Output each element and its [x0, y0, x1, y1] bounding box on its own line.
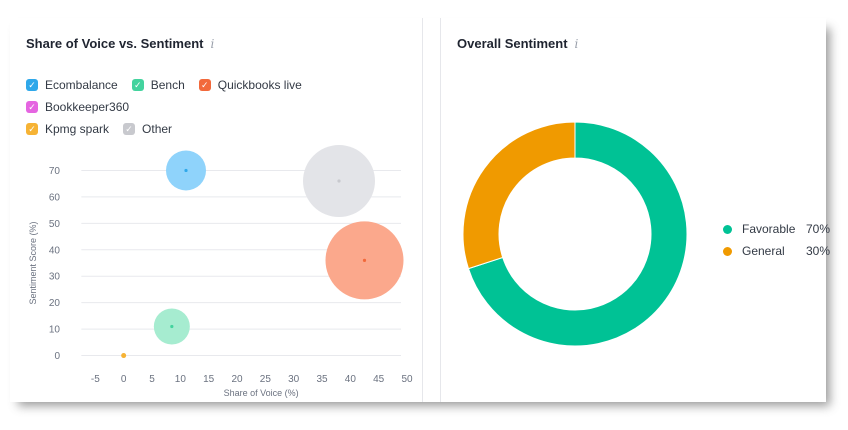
checkbox-checked-icon[interactable]: ✓ [26, 101, 38, 113]
bubble-bench[interactable] [153, 308, 190, 345]
checkbox-checked-icon[interactable]: ✓ [26, 79, 38, 91]
legend-dot-icon [723, 224, 732, 234]
legend-label: Other [142, 122, 173, 136]
donut-slice-general[interactable] [462, 121, 576, 270]
legend-item-kpmg-spark[interactable]: ✓ Kpmg spark [26, 118, 109, 140]
legend-label: Favorable [742, 222, 796, 236]
legend-value: 30% [806, 244, 831, 258]
legend-label: Bench [150, 78, 185, 92]
checkbox-checked-icon[interactable]: ✓ [131, 79, 144, 91]
share-of-voice-panel: Share of Voice vs. Sentiment i ✓ Ecombalan… [10, 18, 423, 402]
y-tick-label: 20 [49, 298, 61, 309]
donut-legend: Favorable 70% General 30% [723, 218, 830, 262]
x-tick-label: 50 [401, 374, 413, 385]
legend-label: General [742, 244, 785, 258]
legend-item-other[interactable]: ✓ Other [123, 118, 172, 140]
share-of-voice-title: Share of Voice vs. Sentiment [26, 36, 204, 51]
bubble-center-marker [362, 258, 367, 262]
donut-slice-favorable[interactable] [467, 121, 688, 347]
info-icon[interactable]: i [210, 37, 215, 51]
y-tick-label: 60 [49, 192, 61, 203]
x-tick-label: 30 [288, 374, 300, 385]
y-tick-label: 50 [49, 219, 61, 230]
x-tick-label: 15 [203, 374, 215, 385]
bubble-center-marker [170, 324, 174, 329]
x-tick-label: -5 [91, 374, 100, 385]
legend-item-quickbooks-live[interactable]: ✓ Quickbooks live [198, 74, 302, 96]
legend-label: Bookkeeper360 [45, 100, 130, 114]
overall-sentiment-title: Overall Sentiment [457, 36, 568, 51]
x-tick-label: 35 [316, 374, 328, 385]
y-tick-label: 40 [49, 245, 61, 256]
y-tick-label: 30 [49, 272, 61, 283]
info-icon[interactable]: i [574, 37, 579, 51]
x-tick-label: 5 [149, 374, 155, 385]
y-tick-label: 0 [54, 351, 60, 362]
x-tick-label: 20 [231, 374, 243, 385]
donut-legend-item-favorable[interactable]: Favorable 70% [723, 218, 830, 240]
legend-item-bench[interactable]: ✓ Bench [131, 74, 185, 96]
legend-label: Ecombalance [45, 78, 118, 92]
donut-chart [462, 121, 688, 347]
x-tick-label: 10 [175, 374, 187, 385]
bubble-legend: ✓ Ecombalance ✓ Bench ✓ Quickbooks live ✓ Bookk… [26, 74, 416, 140]
panel-title: Overall Sentiment i [457, 36, 578, 51]
y-tick-label: 10 [49, 325, 61, 336]
x-axis-label: Share of Voice (%) [224, 388, 299, 398]
x-tick-label: 0 [121, 374, 127, 385]
bubble-ecombalance[interactable] [166, 150, 206, 191]
bubble-circle [121, 353, 127, 359]
bubble-center-marker [337, 179, 341, 183]
y-tick-label: 70 [49, 166, 61, 177]
x-tick-label: 45 [373, 374, 385, 385]
bubble-quickbooks-live[interactable] [325, 221, 404, 300]
legend-item-bookkeeper360[interactable]: ✓ Bookkeeper360 [26, 96, 129, 118]
bubble-chart: 0 10 20 30 40 50 60 70 -5 0 5 10 15 20 25 30 35 40 45 50 Sha… [28, 145, 413, 398]
bubble-other[interactable] [303, 145, 375, 218]
checkbox-checked-icon[interactable]: ✓ [123, 123, 136, 135]
legend-value: 70% [806, 222, 831, 236]
bubble-kpmg-spark[interactable] [121, 353, 127, 359]
legend-label: Quickbooks live [217, 78, 302, 92]
donut-legend-item-general[interactable]: General 30% [723, 240, 830, 262]
checkbox-checked-icon[interactable]: ✓ [26, 123, 38, 135]
legend-item-ecombalance[interactable]: ✓ Ecombalance [26, 74, 118, 96]
dashboard-card: Share of Voice vs. Sentiment i ✓ Ecombalan… [10, 18, 830, 402]
x-tick-label: 40 [345, 374, 357, 385]
x-tick-label: 25 [260, 374, 272, 385]
y-axis-label: Sentiment Score (%) [28, 221, 38, 304]
panel-title: Share of Voice vs. Sentiment i [26, 36, 214, 51]
checkbox-checked-icon[interactable]: ✓ [198, 79, 211, 91]
bubble-center-marker [184, 168, 188, 173]
overall-sentiment-panel: Overall Sentiment i Favorable 70% General 30… [440, 18, 830, 402]
legend-label: Kpmg spark [45, 122, 110, 136]
legend-dot-icon [723, 246, 732, 256]
